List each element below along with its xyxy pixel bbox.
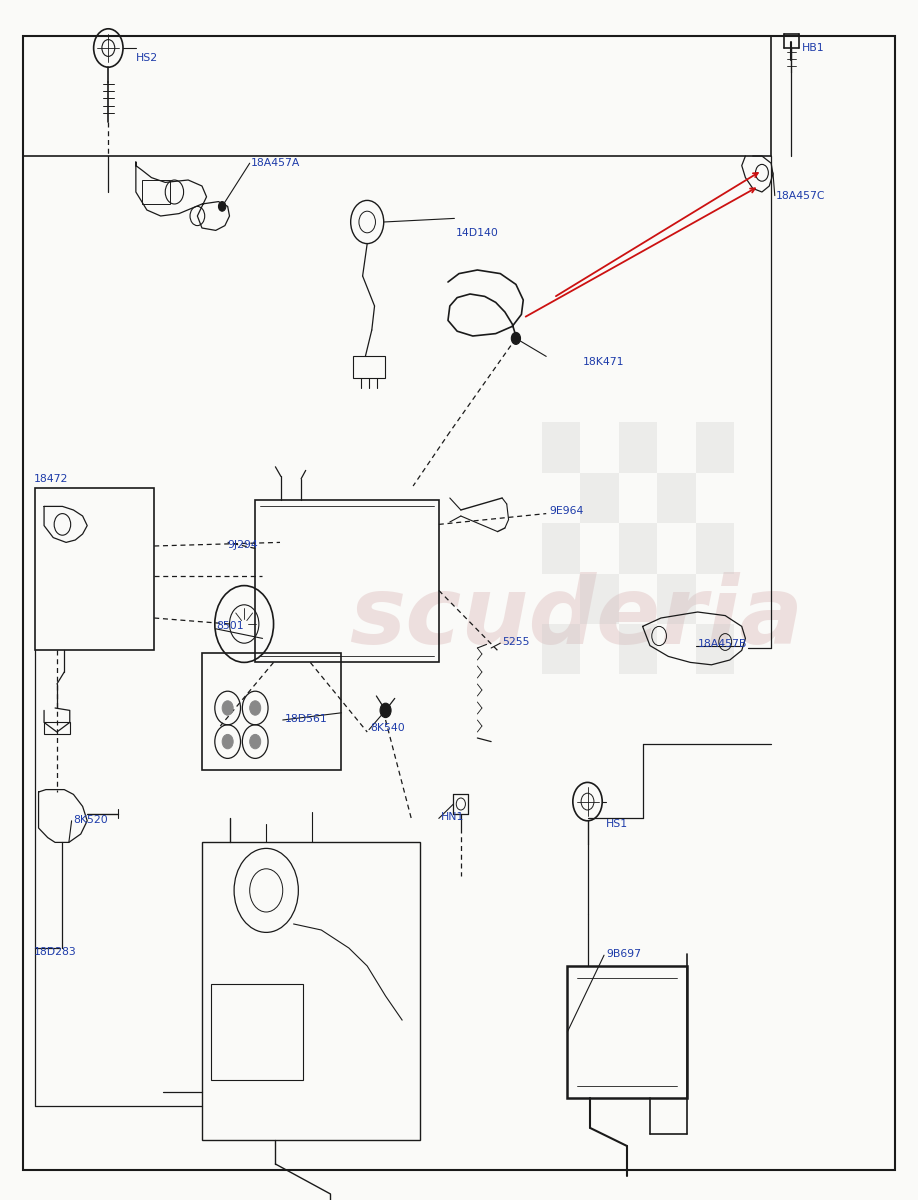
Text: 9J294: 9J294	[228, 540, 258, 550]
Bar	[542, 523, 580, 574]
Text: 18D283: 18D283	[34, 947, 77, 956]
Bar	[696, 422, 734, 473]
Text: 8K540: 8K540	[370, 724, 405, 733]
Circle shape	[250, 701, 261, 715]
Bar	[202, 842, 420, 1140]
Circle shape	[250, 734, 261, 749]
Bar	[35, 488, 154, 650]
Text: 5255: 5255	[502, 637, 530, 647]
Bar	[542, 422, 580, 473]
Text: 18K471: 18K471	[583, 358, 624, 367]
Text: HN1: HN1	[441, 812, 464, 822]
Bar	[542, 624, 580, 674]
Bar	[44, 722, 70, 734]
Bar	[657, 473, 696, 523]
Bar	[353, 356, 385, 378]
Bar	[255, 500, 439, 662]
Bar	[657, 574, 696, 624]
Text: 9E964: 9E964	[549, 506, 583, 516]
Text: 18A457A: 18A457A	[251, 158, 300, 168]
Bar	[696, 523, 734, 574]
Text: 18A457C: 18A457C	[776, 191, 825, 200]
Bar	[619, 624, 657, 674]
Text: HS2: HS2	[136, 53, 158, 62]
Bar	[580, 473, 619, 523]
Bar	[580, 574, 619, 624]
Circle shape	[511, 332, 521, 344]
Bar	[696, 624, 734, 674]
Bar	[211, 984, 303, 1080]
Circle shape	[380, 703, 391, 718]
Text: 14D140: 14D140	[456, 228, 499, 238]
Text: 18A457B: 18A457B	[698, 640, 747, 649]
Bar	[567, 966, 687, 1098]
Circle shape	[222, 734, 233, 749]
Text: 9B697: 9B697	[606, 949, 641, 959]
Text: 8501: 8501	[217, 622, 244, 631]
Bar	[142, 180, 170, 204]
Text: 8K520: 8K520	[73, 815, 108, 824]
Bar	[202, 653, 341, 770]
Text: 18472: 18472	[34, 474, 68, 484]
Circle shape	[218, 202, 226, 211]
Text: HB1: HB1	[802, 43, 825, 53]
Text: HS1: HS1	[606, 820, 628, 829]
Text: scuderia: scuderia	[349, 572, 803, 664]
Circle shape	[222, 701, 233, 715]
Text: 18D561: 18D561	[285, 714, 328, 724]
Bar	[619, 523, 657, 574]
Bar	[619, 422, 657, 473]
